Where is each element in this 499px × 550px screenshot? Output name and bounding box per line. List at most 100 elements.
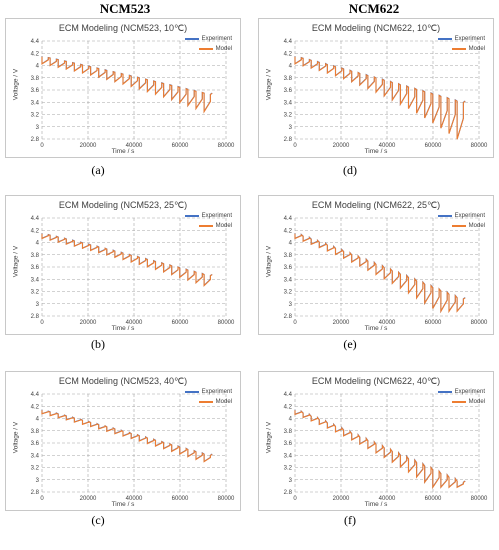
legend-swatch-model <box>198 401 213 403</box>
y-axis-label: Voltage / V <box>12 421 20 454</box>
legend-label-model: Model <box>215 399 232 405</box>
y-tick-label: 3.4 <box>284 100 293 106</box>
y-tick-label: 4 <box>289 64 293 70</box>
chart-plot: 2.8 3 3.2 3.4 3.6 3.8 4 4.2 4.4 0 20000 40000 60000 8… <box>284 39 488 149</box>
y-tick-label: 4.4 <box>284 216 293 222</box>
chart-legend: Experiment Model <box>184 387 232 407</box>
y-axis-label: Voltage / V <box>12 245 20 278</box>
y-tick-label: 3.2 <box>284 466 293 472</box>
y-tick-label: 3 <box>289 478 293 484</box>
y-tick-label: 4 <box>289 241 293 247</box>
x-tick-label: 20000 <box>333 143 350 149</box>
subfigure-caption: (e) <box>343 337 357 351</box>
experiment-series-line <box>41 233 213 287</box>
legend-entry-model: Model <box>438 44 485 54</box>
y-tick-label: 3.6 <box>31 88 40 94</box>
column-header-ncm622: NCM622 <box>348 1 400 16</box>
x-tick-label: 0 <box>293 143 297 149</box>
y-tick-label: 4 <box>289 417 293 423</box>
legend-label-experiment: Experiment <box>201 213 232 219</box>
y-tick-label: 3.8 <box>31 253 40 259</box>
y-tick-label: 4 <box>36 64 40 70</box>
legend-label-experiment: Experiment <box>454 36 485 42</box>
y-tick-label: 3.4 <box>31 100 40 106</box>
x-tick-label: 40000 <box>379 496 396 502</box>
chart-title: ECM Modeling (NCM622, 10℃) <box>311 23 441 33</box>
subfigure-caption: (b) <box>91 337 105 351</box>
y-tick-label: 4.2 <box>31 51 40 57</box>
y-tick-label: 3.4 <box>31 453 40 459</box>
chart-legend: Experiment Model <box>184 34 232 54</box>
legend-label-model: Model <box>215 223 232 229</box>
y-tick-label: 2.8 <box>31 490 40 496</box>
chart-panel: 2.8 3 3.2 3.4 3.6 3.8 4 4.2 4.4 0 20000 40000 60000 8… <box>258 18 494 158</box>
y-tick-label: 4 <box>36 241 40 247</box>
chart-panel: 2.8 3 3.2 3.4 3.6 3.8 4 4.2 4.4 0 20000 40000 60000 8… <box>5 18 241 158</box>
chart-panel: 2.8 3 3.2 3.4 3.6 3.8 4 4.2 4.4 0 20000 40000 60000 8… <box>258 371 494 511</box>
y-tick-label: 3.6 <box>284 265 293 271</box>
y-axis-label: Voltage / V <box>12 68 20 101</box>
y-tick-label: 3.8 <box>284 253 293 259</box>
x-tick-label: 80000 <box>471 496 488 502</box>
x-axis-label: Time / s <box>111 148 135 155</box>
y-tick-label: 2.8 <box>31 314 40 320</box>
x-tick-label: 80000 <box>471 143 488 149</box>
y-tick-label: 4.2 <box>284 228 293 234</box>
experiment-series-line <box>294 233 466 314</box>
y-tick-label: 3.4 <box>284 277 293 283</box>
subfigure-caption: (c) <box>91 513 105 527</box>
y-tick-label: 4.2 <box>31 404 40 410</box>
chart-title: ECM Modeling (NCM523, 10℃) <box>58 23 188 33</box>
x-tick-label: 0 <box>293 320 297 326</box>
x-tick-label: 60000 <box>172 143 189 149</box>
chart-legend: Experiment Model <box>184 211 232 231</box>
y-tick-label: 4.2 <box>284 51 293 57</box>
x-tick-label: 60000 <box>172 320 189 326</box>
y-tick-label: 2.8 <box>31 137 40 143</box>
legend-label-model: Model <box>468 223 485 229</box>
x-tick-label: 60000 <box>425 496 442 502</box>
legend-swatch-model <box>198 48 213 50</box>
chart-panel: 2.8 3 3.2 3.4 3.6 3.8 4 4.2 4.4 0 20000 40000 60000 8… <box>5 195 241 335</box>
x-tick-label: 20000 <box>80 320 97 326</box>
y-tick-label: 3.4 <box>284 453 293 459</box>
x-tick-label: 40000 <box>379 143 396 149</box>
y-tick-label: 3.8 <box>284 429 293 435</box>
legend-swatch-model <box>451 48 466 50</box>
y-tick-label: 3.4 <box>31 277 40 283</box>
chart-legend: Experiment Model <box>437 34 485 54</box>
y-tick-label: 3.2 <box>31 466 40 472</box>
x-tick-label: 80000 <box>218 143 235 149</box>
chart-plot: 2.8 3 3.2 3.4 3.6 3.8 4 4.2 4.4 0 20000 40000 60000 8… <box>31 39 235 149</box>
model-series-line <box>41 410 213 463</box>
y-tick-label: 3.2 <box>31 290 40 296</box>
legend-entry-experiment: Experiment <box>184 387 232 397</box>
chart-plot: 2.8 3 3.2 3.4 3.6 3.8 4 4.2 4.4 0 20000 40000 60000 8… <box>31 392 235 502</box>
legend-label-model: Model <box>468 46 485 52</box>
y-axis-label: Voltage / V <box>265 245 273 278</box>
x-tick-label: 40000 <box>379 320 396 326</box>
y-tick-label: 4 <box>36 417 40 423</box>
chart-panel: 2.8 3 3.2 3.4 3.6 3.8 4 4.2 4.4 0 20000 40000 60000 8… <box>258 195 494 335</box>
legend-swatch-experiment <box>184 38 199 40</box>
x-axis-label: Time / s <box>111 325 135 332</box>
y-tick-label: 3.6 <box>31 265 40 271</box>
chart-title: ECM Modeling (NCM622, 40℃) <box>311 376 441 386</box>
chart-title: ECM Modeling (NCM523, 25℃) <box>58 200 188 210</box>
y-tick-label: 3 <box>36 125 40 131</box>
y-tick-label: 3.8 <box>31 76 40 82</box>
x-tick-label: 40000 <box>126 496 143 502</box>
y-tick-label: 4.2 <box>284 404 293 410</box>
legend-entry-experiment: Experiment <box>437 387 485 397</box>
chart-title: ECM Modeling (NCM523, 40℃) <box>58 376 188 386</box>
chart-title: ECM Modeling (NCM622, 25℃) <box>311 200 441 210</box>
x-axis-label: Time / s <box>364 501 388 508</box>
x-tick-label: 20000 <box>333 320 350 326</box>
model-series-line <box>41 233 213 287</box>
y-tick-label: 4.4 <box>31 39 40 45</box>
y-tick-label: 3 <box>289 302 293 308</box>
chart-plot: 2.8 3 3.2 3.4 3.6 3.8 4 4.2 4.4 0 20000 40000 60000 8… <box>31 216 235 326</box>
chart-plot: 2.8 3 3.2 3.4 3.6 3.8 4 4.2 4.4 0 20000 40000 60000 8… <box>284 216 488 326</box>
legend-swatch-experiment <box>437 391 452 393</box>
legend-entry-model: Model <box>438 397 485 407</box>
